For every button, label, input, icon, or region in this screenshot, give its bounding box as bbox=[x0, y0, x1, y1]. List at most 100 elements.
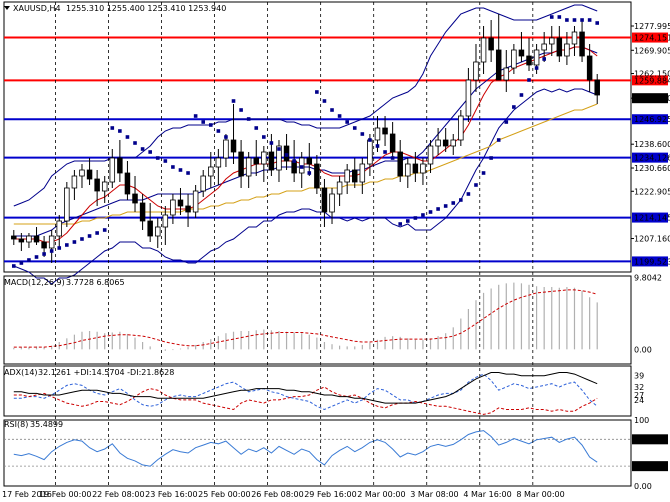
sar-dot bbox=[95, 231, 99, 235]
sar-dot bbox=[178, 168, 183, 172]
candle-body bbox=[412, 163, 419, 174]
candle-body bbox=[33, 235, 40, 243]
sar-dot bbox=[375, 144, 380, 148]
candle-body bbox=[314, 163, 320, 189]
sar-dot bbox=[587, 18, 592, 22]
sar-dot bbox=[72, 240, 77, 244]
candle-body bbox=[238, 151, 244, 177]
sar-dot bbox=[368, 138, 372, 142]
sar-dot bbox=[595, 21, 600, 25]
candle-body bbox=[208, 166, 214, 177]
current-price-label: 1253.940 bbox=[634, 94, 670, 103]
di-plus-line bbox=[13, 373, 598, 411]
candle-body bbox=[352, 169, 358, 183]
sar-dot bbox=[231, 99, 236, 103]
candle-body bbox=[132, 193, 138, 204]
dropdown-triangle-icon[interactable] bbox=[4, 6, 10, 10]
sar-dot bbox=[504, 120, 509, 124]
level-price-box bbox=[632, 152, 668, 163]
candle-body bbox=[526, 55, 532, 66]
candle-body bbox=[594, 79, 600, 96]
candle-body bbox=[139, 202, 146, 222]
level-price-box bbox=[632, 114, 668, 125]
macd-panel: 9.8042 0.00 bbox=[3, 273, 662, 365]
sar-dot bbox=[360, 132, 365, 136]
sar-dot bbox=[565, 18, 569, 22]
sar-dot bbox=[580, 18, 584, 22]
x-tick-label: 23 Feb 16:00 bbox=[145, 490, 197, 499]
sar-dot bbox=[65, 243, 69, 247]
level-price-box bbox=[632, 212, 668, 223]
sar-dot bbox=[239, 108, 243, 112]
sar-dot bbox=[11, 264, 16, 268]
price-tick-label: 1238.600 bbox=[634, 140, 670, 149]
sar-dot bbox=[383, 150, 387, 154]
rsi-values: 35.4899 bbox=[30, 420, 63, 429]
level-price-label: 1246.925 bbox=[634, 115, 670, 124]
price-panel: 1274.151 1259.884 1246.925 1234.126 1214.145… bbox=[3, 1, 670, 285]
macd-tick-label: 0.00 bbox=[634, 345, 652, 354]
sar-dot bbox=[337, 114, 342, 118]
price-tick-label: 1230.660 bbox=[634, 164, 670, 173]
sar-dot bbox=[125, 135, 130, 139]
sar-dot bbox=[148, 150, 152, 154]
candle-body bbox=[579, 31, 585, 57]
sar-dot bbox=[405, 219, 410, 223]
candle-body bbox=[503, 67, 510, 81]
level-price-label: 1199.523 bbox=[634, 257, 670, 266]
candle-body bbox=[480, 37, 487, 63]
sar-dot bbox=[443, 204, 448, 208]
candle-body bbox=[230, 139, 237, 153]
sar-dot bbox=[155, 156, 160, 160]
candle-body bbox=[56, 220, 62, 237]
x-tick-label: 17 Feb 2016 bbox=[2, 490, 52, 499]
candle-body bbox=[124, 172, 131, 195]
candle-body bbox=[306, 157, 313, 165]
macd-panel-frame bbox=[3, 275, 632, 365]
sar-dot bbox=[330, 108, 334, 112]
sar-dot bbox=[315, 90, 319, 94]
candle-body bbox=[276, 145, 282, 171]
candle-body bbox=[450, 139, 456, 147]
rsi-level-box bbox=[632, 434, 668, 445]
bollinger-lower-line bbox=[13, 88, 598, 285]
price-tick-label: 1207.160 bbox=[634, 235, 670, 244]
sar-dot bbox=[474, 183, 478, 187]
sar-dot bbox=[390, 156, 395, 160]
macd-title: MACD(12,26,9) bbox=[4, 278, 65, 287]
sar-dot bbox=[519, 93, 524, 97]
sar-dot bbox=[102, 228, 107, 232]
sar-dot bbox=[224, 135, 228, 139]
sar-dot bbox=[110, 126, 115, 130]
sar-dot bbox=[489, 156, 493, 160]
candle-body bbox=[192, 190, 199, 213]
candle-body bbox=[185, 205, 191, 213]
candle-body bbox=[549, 37, 555, 45]
price-tick-label: 1277.995 bbox=[634, 22, 670, 31]
candle-body bbox=[458, 115, 464, 141]
candle-body bbox=[518, 49, 525, 57]
candle-body bbox=[41, 241, 47, 249]
price-panel-frame bbox=[3, 1, 632, 273]
sar-dot bbox=[42, 252, 46, 256]
price-tick-label: 1222.905 bbox=[634, 187, 670, 196]
candle-body bbox=[109, 157, 116, 183]
candle-body bbox=[473, 61, 479, 81]
sar-dot bbox=[201, 120, 206, 124]
adx-tick-label: 32 bbox=[634, 383, 644, 392]
candle-body bbox=[215, 157, 222, 168]
candle-body bbox=[405, 163, 411, 177]
sar-dot bbox=[428, 210, 433, 214]
sar-dot bbox=[421, 213, 425, 217]
candle-body bbox=[261, 151, 267, 165]
sar-dot bbox=[118, 129, 122, 133]
ohlc-values: 1255.310 1255.400 1253.410 1253.940 bbox=[66, 4, 226, 13]
sar-dot bbox=[193, 114, 198, 118]
candle-body bbox=[344, 169, 350, 183]
candle-body bbox=[200, 175, 206, 192]
sar-dot bbox=[534, 66, 539, 70]
candle-body bbox=[367, 139, 373, 165]
candle-body bbox=[374, 127, 381, 141]
candle-body bbox=[101, 181, 108, 192]
